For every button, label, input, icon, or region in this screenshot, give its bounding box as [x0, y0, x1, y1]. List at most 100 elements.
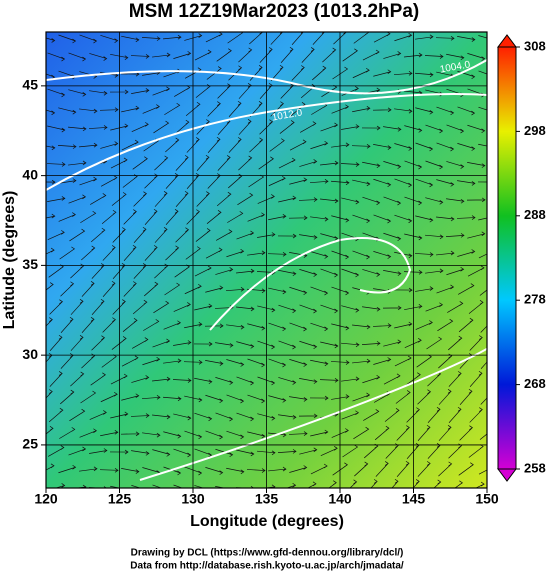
streamline: [289, 286, 308, 296]
streamline: [141, 36, 161, 41]
streamline: [121, 105, 140, 113]
streamline: [236, 449, 255, 457]
streamline: [247, 394, 266, 404]
streamline: [415, 320, 433, 330]
streamline: [152, 484, 163, 488]
streamline: [412, 479, 420, 488]
streamline: [268, 322, 287, 332]
streamline: [394, 108, 413, 114]
streamline: [236, 376, 255, 386]
streamline: [468, 300, 484, 314]
streamline: [130, 54, 150, 59]
streamline: [393, 287, 413, 293]
streamline: [46, 389, 53, 399]
streamline: [60, 389, 75, 405]
streamline: [122, 318, 138, 332]
streamline: [215, 486, 232, 488]
streamline: [70, 335, 84, 351]
streamline: [164, 282, 181, 296]
streamline: [446, 53, 465, 61]
streamline: [79, 142, 98, 148]
streamline: [404, 52, 423, 58]
streamline: [299, 234, 318, 240]
streamline: [394, 321, 413, 329]
streamline: [480, 397, 487, 405]
streamline: [101, 209, 117, 225]
streamline: [112, 299, 126, 315]
streamline: [404, 233, 423, 241]
x-tick-label: 150: [475, 491, 499, 507]
streamline: [320, 304, 339, 314]
streamline: [205, 360, 224, 366]
streamline: [228, 100, 242, 117]
streamline: [394, 178, 413, 188]
streamline: [268, 175, 286, 187]
streamline: [59, 246, 76, 260]
streamline: [352, 250, 371, 260]
streamline: [226, 467, 245, 475]
streamline: [163, 396, 182, 402]
streamline: [300, 121, 317, 133]
streamline: [246, 468, 266, 473]
streamline: [58, 464, 77, 474]
streamline: [320, 445, 338, 457]
streamline: [205, 32, 223, 43]
streamline: [207, 136, 221, 153]
streamline: [373, 251, 392, 259]
streamline: [353, 426, 370, 440]
streamline: [131, 375, 150, 383]
streamline: [319, 378, 339, 383]
streamline: [433, 479, 442, 488]
streamline: [110, 123, 129, 131]
streamline: [299, 269, 318, 277]
streamline: [173, 302, 191, 312]
streamline: [81, 245, 96, 261]
streamline: [353, 32, 369, 44]
streamline: [403, 270, 423, 275]
streamline: [375, 461, 389, 477]
streamline: [354, 461, 369, 477]
streamline: [121, 139, 139, 151]
streamline: [154, 191, 168, 207]
streamline: [480, 361, 487, 369]
streamline: [417, 389, 432, 405]
streamline: [79, 108, 98, 114]
streamline: [49, 371, 63, 387]
streamline: [121, 355, 139, 367]
streamline: [228, 137, 242, 153]
streamline: [320, 122, 339, 132]
x-tick-label: 130: [181, 491, 205, 507]
streamline: [90, 193, 107, 205]
streamline: [277, 449, 297, 454]
streamline: [312, 65, 327, 81]
streamline: [228, 173, 243, 189]
colorbar-tick-label: 308: [524, 38, 546, 53]
streamline: [70, 263, 85, 279]
streamlines: [46, 32, 487, 488]
streamline: [310, 322, 329, 332]
x-tick-label: 135: [255, 491, 279, 507]
streamline: [310, 429, 329, 437]
streamline: [109, 89, 129, 95]
streamline: [193, 341, 213, 347]
streamline: [425, 124, 444, 134]
streamline: [257, 376, 276, 386]
streamline: [123, 244, 137, 261]
streamline: [236, 306, 255, 312]
streamline: [79, 428, 98, 438]
streamline: [216, 229, 233, 241]
streamline: [80, 210, 97, 224]
streamline: [436, 250, 455, 256]
streamline: [310, 359, 329, 367]
colorbar-tick-label: 278: [524, 292, 546, 307]
streamline: [322, 47, 337, 63]
streamline: [383, 339, 402, 347]
streamline: [362, 374, 381, 384]
streamline: [383, 196, 402, 206]
streamline: [427, 443, 441, 459]
streamline: [469, 370, 483, 387]
streamline: [426, 336, 443, 350]
streamline: [475, 481, 485, 488]
streamline: [194, 377, 213, 385]
